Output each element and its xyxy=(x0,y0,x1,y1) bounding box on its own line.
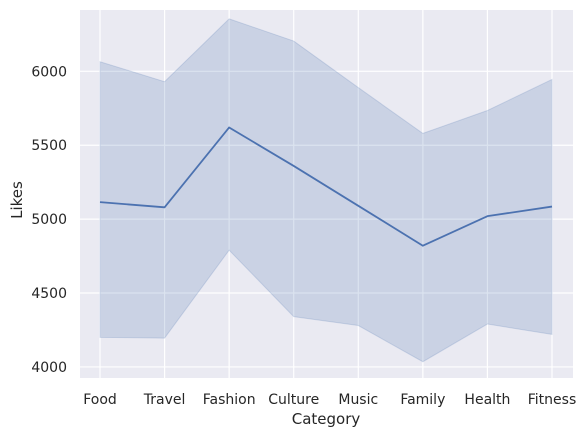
x-tick-label: Travel xyxy=(143,392,186,408)
x-tick-label: Culture xyxy=(268,392,319,408)
x-tick-label: Music xyxy=(338,392,378,408)
y-tick-label: 6000 xyxy=(31,64,67,80)
x-tick-label: Fashion xyxy=(203,392,256,408)
horizontal-gridlines xyxy=(80,70,573,368)
y-tick-label: 4500 xyxy=(31,286,67,302)
x-axis-title: Category xyxy=(292,410,361,428)
x-tick-label: Family xyxy=(400,392,445,408)
x-tick-label: Fitness xyxy=(528,392,577,408)
series-line xyxy=(99,126,553,247)
y-tick-label: 5000 xyxy=(31,212,67,228)
y-axis-title: Likes xyxy=(8,181,26,219)
y-tick-label: 5500 xyxy=(31,138,67,154)
x-tick-labels: Food Travel Fashion Culture Music Family Healt… xyxy=(83,392,576,408)
y-tick-label: 4000 xyxy=(31,360,67,376)
x-tick-label: Health xyxy=(464,392,510,408)
y-tick-labels: 4000 4500 5000 5500 6000 xyxy=(31,64,67,376)
x-tick-label: Food xyxy=(83,392,117,408)
confidence-band xyxy=(99,18,553,363)
